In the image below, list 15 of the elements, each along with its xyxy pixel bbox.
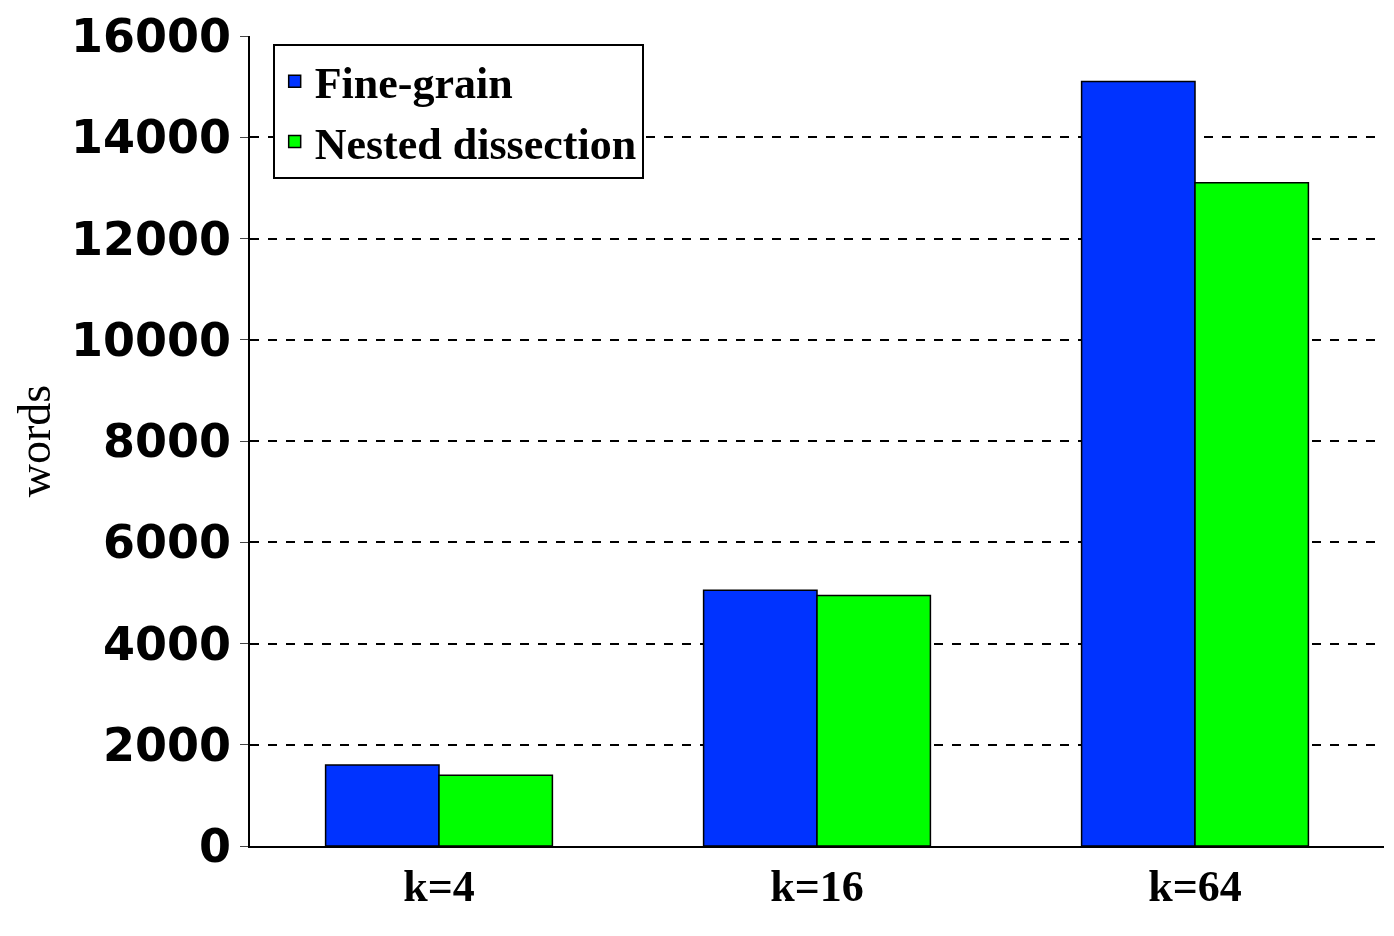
y-tick-label: 2000: [103, 717, 232, 772]
y-tick-label: 8000: [103, 414, 232, 469]
y-tick-label: 14000: [71, 110, 232, 165]
y-tick-label: 0: [199, 819, 232, 874]
x-tick-label: k=4: [403, 861, 475, 911]
legend-label: Nested dissection: [314, 119, 637, 169]
x-tick-label: k=64: [1148, 861, 1242, 911]
legend-label: Fine-grain: [314, 59, 513, 109]
y-axis-title: words: [8, 384, 60, 498]
y-tick-label: 4000: [103, 616, 232, 671]
y-tick-label: 12000: [71, 211, 232, 266]
y-tick-label: 16000: [71, 9, 232, 64]
y-tick-label: 6000: [103, 515, 232, 570]
y-tick-label: 10000: [71, 312, 232, 367]
x-tick-label: k=16: [770, 861, 864, 911]
